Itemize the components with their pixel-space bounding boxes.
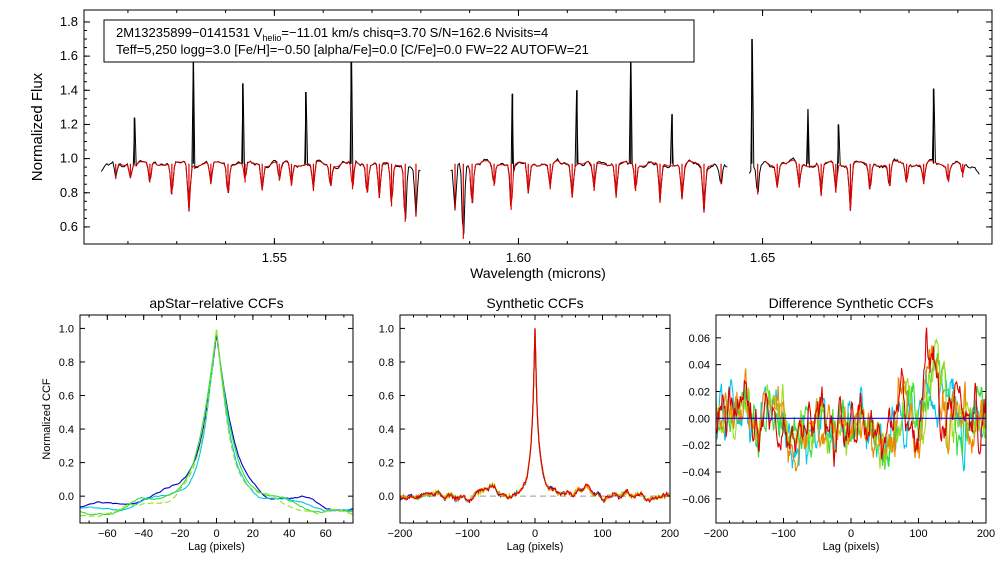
x-tick-label: −60: [98, 528, 117, 540]
annotation-frame: [103, 19, 695, 63]
plot-frame: [715, 314, 987, 524]
y-tick-label: 0.0: [59, 491, 74, 503]
apstar-ccf-panel: −60 −40 −20 0 20 40 60 0.0 0.2 0.4 0.6 0.8 1.0 apStar…: [41, 295, 354, 553]
plot-frame: [79, 314, 354, 524]
ccf-series-line: [80, 328, 353, 518]
difference-ccf-panel: −200 −100 0 100 200 −0.06 −0.04 −0.02 0.00 0.02 0.…: [682, 295, 995, 553]
x-tick-label: 200: [661, 528, 679, 540]
panel-title: apStar−relative CCFs: [149, 295, 283, 311]
plot-frame: [83, 9, 993, 245]
synthetic-ccf-panel: −200 −100 0 100 200 0.0 0.2 0.4 0.6 0.8 1.0 Synthet…: [379, 295, 679, 553]
spectrum-observed-line: [450, 45, 728, 235]
y-tick-label: 0.6: [379, 391, 394, 403]
spectrum-observed-line: [748, 38, 980, 211]
x-axis-label: Wavelength (microns): [470, 265, 606, 281]
x-tick-label: 0: [532, 528, 538, 540]
diff-series-line: [716, 337, 986, 469]
x-tick-label: −200: [704, 528, 729, 540]
annotation-line1: 2M13235899−0141531 Vhelio=−11.01 km/s ch…: [116, 25, 548, 43]
y-tick-label: 0.4: [59, 424, 74, 436]
y-tick-label: −0.04: [682, 467, 710, 479]
ccf-series-line: [400, 328, 670, 503]
ccf-series-line: [400, 328, 670, 504]
x-tick-label: 100: [593, 528, 611, 540]
plot-frame: [399, 314, 671, 524]
y-tick-label: 0.2: [59, 458, 74, 470]
x-tick-label: 40: [283, 528, 295, 540]
panel-title: Difference Synthetic CCFs: [769, 295, 934, 311]
x-axis-label: Lag (pixels): [507, 541, 564, 553]
spectrum-observed-line: [100, 47, 421, 219]
x-axis-label: Lag (pixels): [823, 541, 880, 553]
ccf-series-line: [400, 328, 670, 504]
y-tick-label: 0.8: [379, 357, 394, 369]
x-tick-label: 1.55: [262, 250, 287, 265]
ccf-series-line: [400, 328, 670, 504]
spectrum-model-line: [466, 159, 713, 212]
x-tick-label: 60: [320, 528, 332, 540]
x-tick-label: −200: [388, 528, 413, 540]
x-tick-label: −100: [455, 528, 480, 540]
y-tick-label: 1.2: [60, 116, 78, 131]
x-tick-label: 0: [848, 528, 854, 540]
x-tick-label: 100: [909, 528, 927, 540]
y-tick-label: 1.0: [379, 323, 394, 335]
y-tick-label: 0.2: [379, 458, 394, 470]
ccf-series-line: [80, 330, 353, 512]
ccf-series-line: [80, 331, 353, 516]
ccf-series-line: [400, 328, 670, 503]
diff-series-line: [716, 327, 986, 467]
spectrum-model-line: [765, 159, 966, 211]
y-tick-label: 0.0: [379, 491, 394, 503]
y-tick-label: 0.6: [59, 391, 74, 403]
diff-series-line: [716, 344, 986, 472]
y-tick-label: −0.02: [682, 440, 710, 452]
y-tick-label: 0.06: [689, 333, 710, 345]
annotation-box: 2M13235899−0141531 Vhelio=−11.01 km/s ch…: [103, 19, 695, 63]
x-tick-label: 1.60: [506, 250, 531, 265]
x-tick-label: 20: [247, 528, 259, 540]
y-tick-label: 0.00: [689, 413, 710, 425]
x-tick-label: −40: [134, 528, 153, 540]
spectrum-model-line: [116, 160, 407, 219]
x-axis-label: Lag (pixels): [188, 541, 245, 553]
y-tick-label: −0.06: [682, 494, 710, 506]
panel-title: Synthetic CCFs: [486, 295, 583, 311]
y-tick-label: 1.0: [59, 323, 74, 335]
y-tick-label: 0.04: [689, 360, 710, 372]
x-tick-label: −100: [771, 528, 796, 540]
y-tick-label: 1.4: [60, 82, 78, 97]
x-tick-label: 200: [977, 528, 995, 540]
y-tick-label: 0.8: [60, 185, 78, 200]
y-tick-label: 0.6: [60, 219, 78, 234]
spectrum-panel: 1.55 1.60 1.65 0.6 0.8 1.0 1.2 1.4 1.6 1.8 Wavelen…: [29, 9, 993, 281]
x-tick-label: 1.65: [750, 250, 775, 265]
y-tick-label: 1.6: [60, 48, 78, 63]
y-axis-label: Normalized CCF: [41, 378, 53, 460]
y-tick-label: 1.0: [60, 151, 78, 166]
y-tick-label: 0.8: [59, 357, 74, 369]
y-tick-label: 1.8: [60, 14, 78, 29]
y-tick-label: 0.4: [379, 424, 394, 436]
x-tick-label: −20: [171, 528, 190, 540]
x-tick-label: 0: [213, 528, 219, 540]
annotation-line2: Teff=5,250 logg=3.0 [Fe/H]=−0.50 [alpha/…: [116, 42, 589, 57]
y-tick-label: 0.02: [689, 386, 710, 398]
y-axis-label: Normalized Flux: [29, 72, 46, 181]
ccf-series-line: [80, 333, 353, 512]
